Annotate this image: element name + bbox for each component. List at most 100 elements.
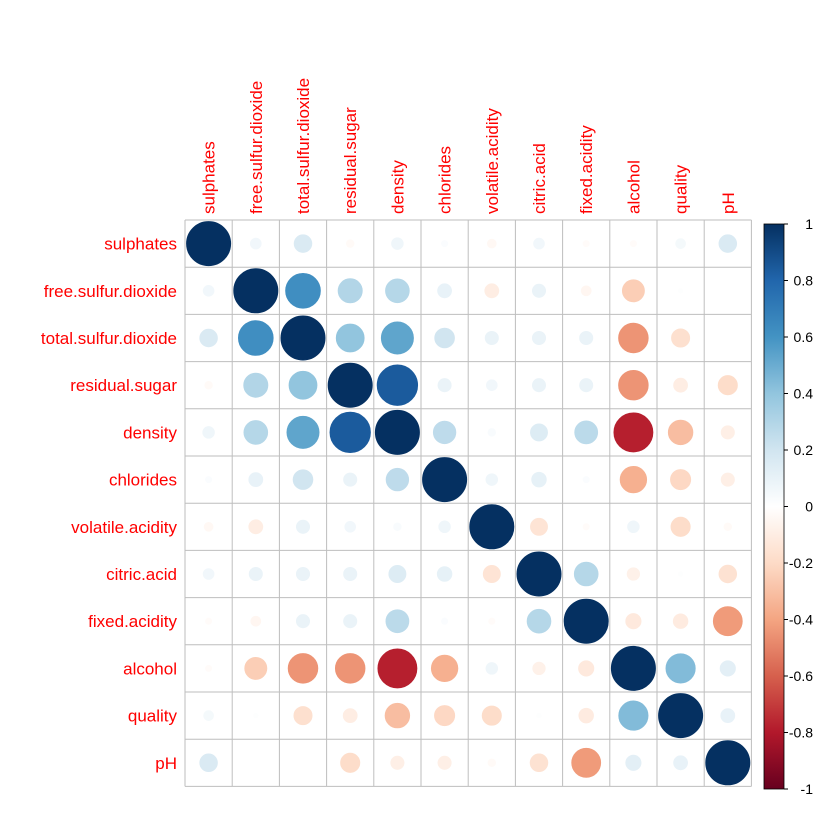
corr-circle-free.sulfur.dioxide-quality — [677, 288, 684, 294]
corr-circle-sulphates-fixed.acidity — [582, 240, 590, 248]
row-label: density — [123, 423, 177, 442]
corr-circle-sulphates-pH — [718, 234, 738, 253]
corr-circle-alcohol-free.sulfur.dioxide — [244, 656, 268, 680]
colorbar-tick-label: -0.6 — [789, 668, 813, 684]
row-label: pH — [155, 754, 177, 773]
corr-circle-fixed.acidity-total.sulfur.dioxide — [295, 614, 311, 629]
corr-circle-citric.acid-residual.sugar — [343, 566, 358, 582]
corr-circle-residual.sugar-density — [376, 364, 419, 406]
corr-circle-free.sulfur.dioxide-residual.sugar — [337, 278, 363, 304]
column-label: residual.sugar — [341, 107, 360, 214]
corr-circle-chlorides-density — [385, 467, 410, 492]
corr-circle-chlorides-quality — [670, 469, 692, 491]
corr-circle-sulphates-total.sulfur.dioxide — [293, 234, 313, 253]
corr-circle-free.sulfur.dioxide-total.sulfur.dioxide — [285, 272, 321, 309]
colorbar-tick-label: 0.6 — [794, 329, 814, 345]
corr-circle-citric.acid-density — [388, 565, 407, 583]
column-label: citric.acid — [530, 143, 549, 214]
corr-circle-pH-citric.acid — [529, 753, 549, 773]
corr-circle-chlorides-total.sulfur.dioxide — [292, 469, 314, 490]
corr-circle-chlorides-citric.acid — [531, 471, 547, 488]
corr-circle-alcohol-alcohol — [610, 645, 656, 691]
corr-circle-quality-volatile.acidity — [481, 705, 502, 726]
colorbar-tick-label: 0.4 — [794, 386, 814, 402]
corr-circle-quality-quality — [658, 693, 704, 739]
corr-circle-citric.acid-chlorides — [436, 566, 453, 582]
column-label: quality — [672, 164, 691, 214]
column-label: sulphates — [200, 141, 219, 214]
column-label: total.sulfur.dioxide — [294, 78, 313, 214]
corr-circle-total.sulfur.dioxide-total.sulfur.dioxide — [280, 315, 326, 361]
corr-circle-residual.sugar-quality — [673, 377, 688, 393]
circle-layer — [186, 221, 751, 786]
corr-circle-volatile.acidity-free.sulfur.dioxide — [248, 519, 264, 535]
corr-circle-pH-sulphates — [199, 753, 218, 773]
corr-circle-pH-density — [390, 755, 405, 770]
corr-circle-residual.sugar-fixed.acidity — [579, 378, 594, 393]
corr-circle-free.sulfur.dioxide-citric.acid — [531, 283, 547, 298]
corr-circle-density-free.sulfur.dioxide — [243, 420, 269, 445]
corr-circle-total.sulfur.dioxide-free.sulfur.dioxide — [238, 320, 274, 356]
corr-circle-sulphates-citric.acid — [533, 237, 545, 250]
corr-circle-volatile.acidity-pH — [723, 522, 733, 532]
corr-circle-fixed.acidity-alcohol — [625, 613, 642, 630]
corr-circle-residual.sugar-residual.sugar — [327, 362, 373, 408]
corr-circle-pH-fixed.acidity — [571, 747, 602, 778]
colorbar: 1 0.8 0.6 0.4 0.2 0 -0.2 -0.4 -0.6 -0.8 -1 — [763, 216, 814, 797]
row-label: volatile.acidity — [71, 518, 177, 537]
corr-circle-density-volatile.acidity — [487, 428, 497, 437]
colorbar-gradient — [763, 223, 785, 790]
column-label: pH — [719, 192, 738, 214]
corr-circle-fixed.acidity-sulphates — [205, 617, 213, 625]
corr-circle-fixed.acidity-fixed.acidity — [563, 598, 609, 644]
corr-circle-total.sulfur.dioxide-sulphates — [199, 328, 218, 348]
corr-circle-pH-quality — [673, 755, 688, 771]
row-label: fixed.acidity — [88, 612, 177, 631]
corr-circle-sulphates-sulphates — [186, 221, 232, 267]
corr-circle-total.sulfur.dioxide-residual.sugar — [335, 323, 365, 353]
corr-circle-citric.acid-volatile.acidity — [482, 565, 501, 583]
corr-circle-citric.acid-free.sulfur.dioxide — [248, 566, 263, 582]
corr-circle-alcohol-fixed.acidity — [578, 660, 595, 677]
corr-circle-density-total.sulfur.dioxide — [286, 415, 320, 449]
corr-circle-chlorides-alcohol — [619, 465, 648, 494]
row-label: total.sulfur.dioxide — [41, 329, 177, 348]
corr-circle-quality-density — [384, 702, 411, 729]
column-label: chlorides — [436, 146, 455, 214]
row-label: quality — [128, 707, 178, 726]
row-label: free.sulfur.dioxide — [44, 282, 177, 301]
row-label: residual.sugar — [70, 376, 177, 395]
corr-circle-density-citric.acid — [530, 423, 548, 442]
corr-circle-chlorides-sulphates — [205, 476, 213, 484]
corr-circle-free.sulfur.dioxide-volatile.acidity — [484, 283, 500, 299]
corr-circle-alcohol-density — [377, 648, 418, 689]
corr-circle-volatile.acidity-sulphates — [203, 521, 214, 532]
corr-circle-residual.sugar-total.sulfur.dioxide — [288, 370, 318, 400]
colorbar-tick-label: 0.2 — [794, 442, 814, 458]
corr-circle-fixed.acidity-residual.sugar — [343, 614, 358, 629]
corr-circle-chlorides-chlorides — [422, 457, 468, 503]
corr-circle-alcohol-quality — [665, 653, 696, 684]
corr-circle-volatile.acidity-quality — [670, 516, 691, 537]
corr-circle-chlorides-volatile.acidity — [485, 473, 499, 486]
colorbar-tick-label: 1 — [805, 216, 813, 232]
corr-circle-free.sulfur.dioxide-alcohol — [621, 279, 645, 303]
corr-circle-sulphates-free.sulfur.dioxide — [249, 237, 262, 250]
corr-circle-citric.acid-fixed.acidity — [573, 561, 599, 587]
corr-circle-fixed.acidity-density — [385, 609, 410, 634]
corr-circle-fixed.acidity-chlorides — [441, 617, 449, 625]
corr-circle-total.sulfur.dioxide-alcohol — [618, 322, 649, 354]
colorbar-tick-label: -0.8 — [789, 725, 813, 741]
corr-circle-total.sulfur.dioxide-fixed.acidity — [579, 330, 594, 346]
corr-circle-citric.acid-alcohol — [626, 567, 641, 581]
corr-circle-alcohol-volatile.acidity — [485, 662, 499, 675]
column-label: volatile.acidity — [483, 108, 502, 214]
corr-circle-residual.sugar-pH — [717, 375, 738, 396]
corr-circle-citric.acid-pH — [718, 564, 738, 584]
column-label: density — [388, 160, 407, 214]
corr-circle-residual.sugar-sulphates — [204, 380, 213, 390]
row-label: sulphates — [104, 235, 177, 254]
corr-circle-free.sulfur.dioxide-fixed.acidity — [580, 285, 592, 297]
corr-circle-free.sulfur.dioxide-free.sulfur.dioxide — [233, 268, 279, 314]
